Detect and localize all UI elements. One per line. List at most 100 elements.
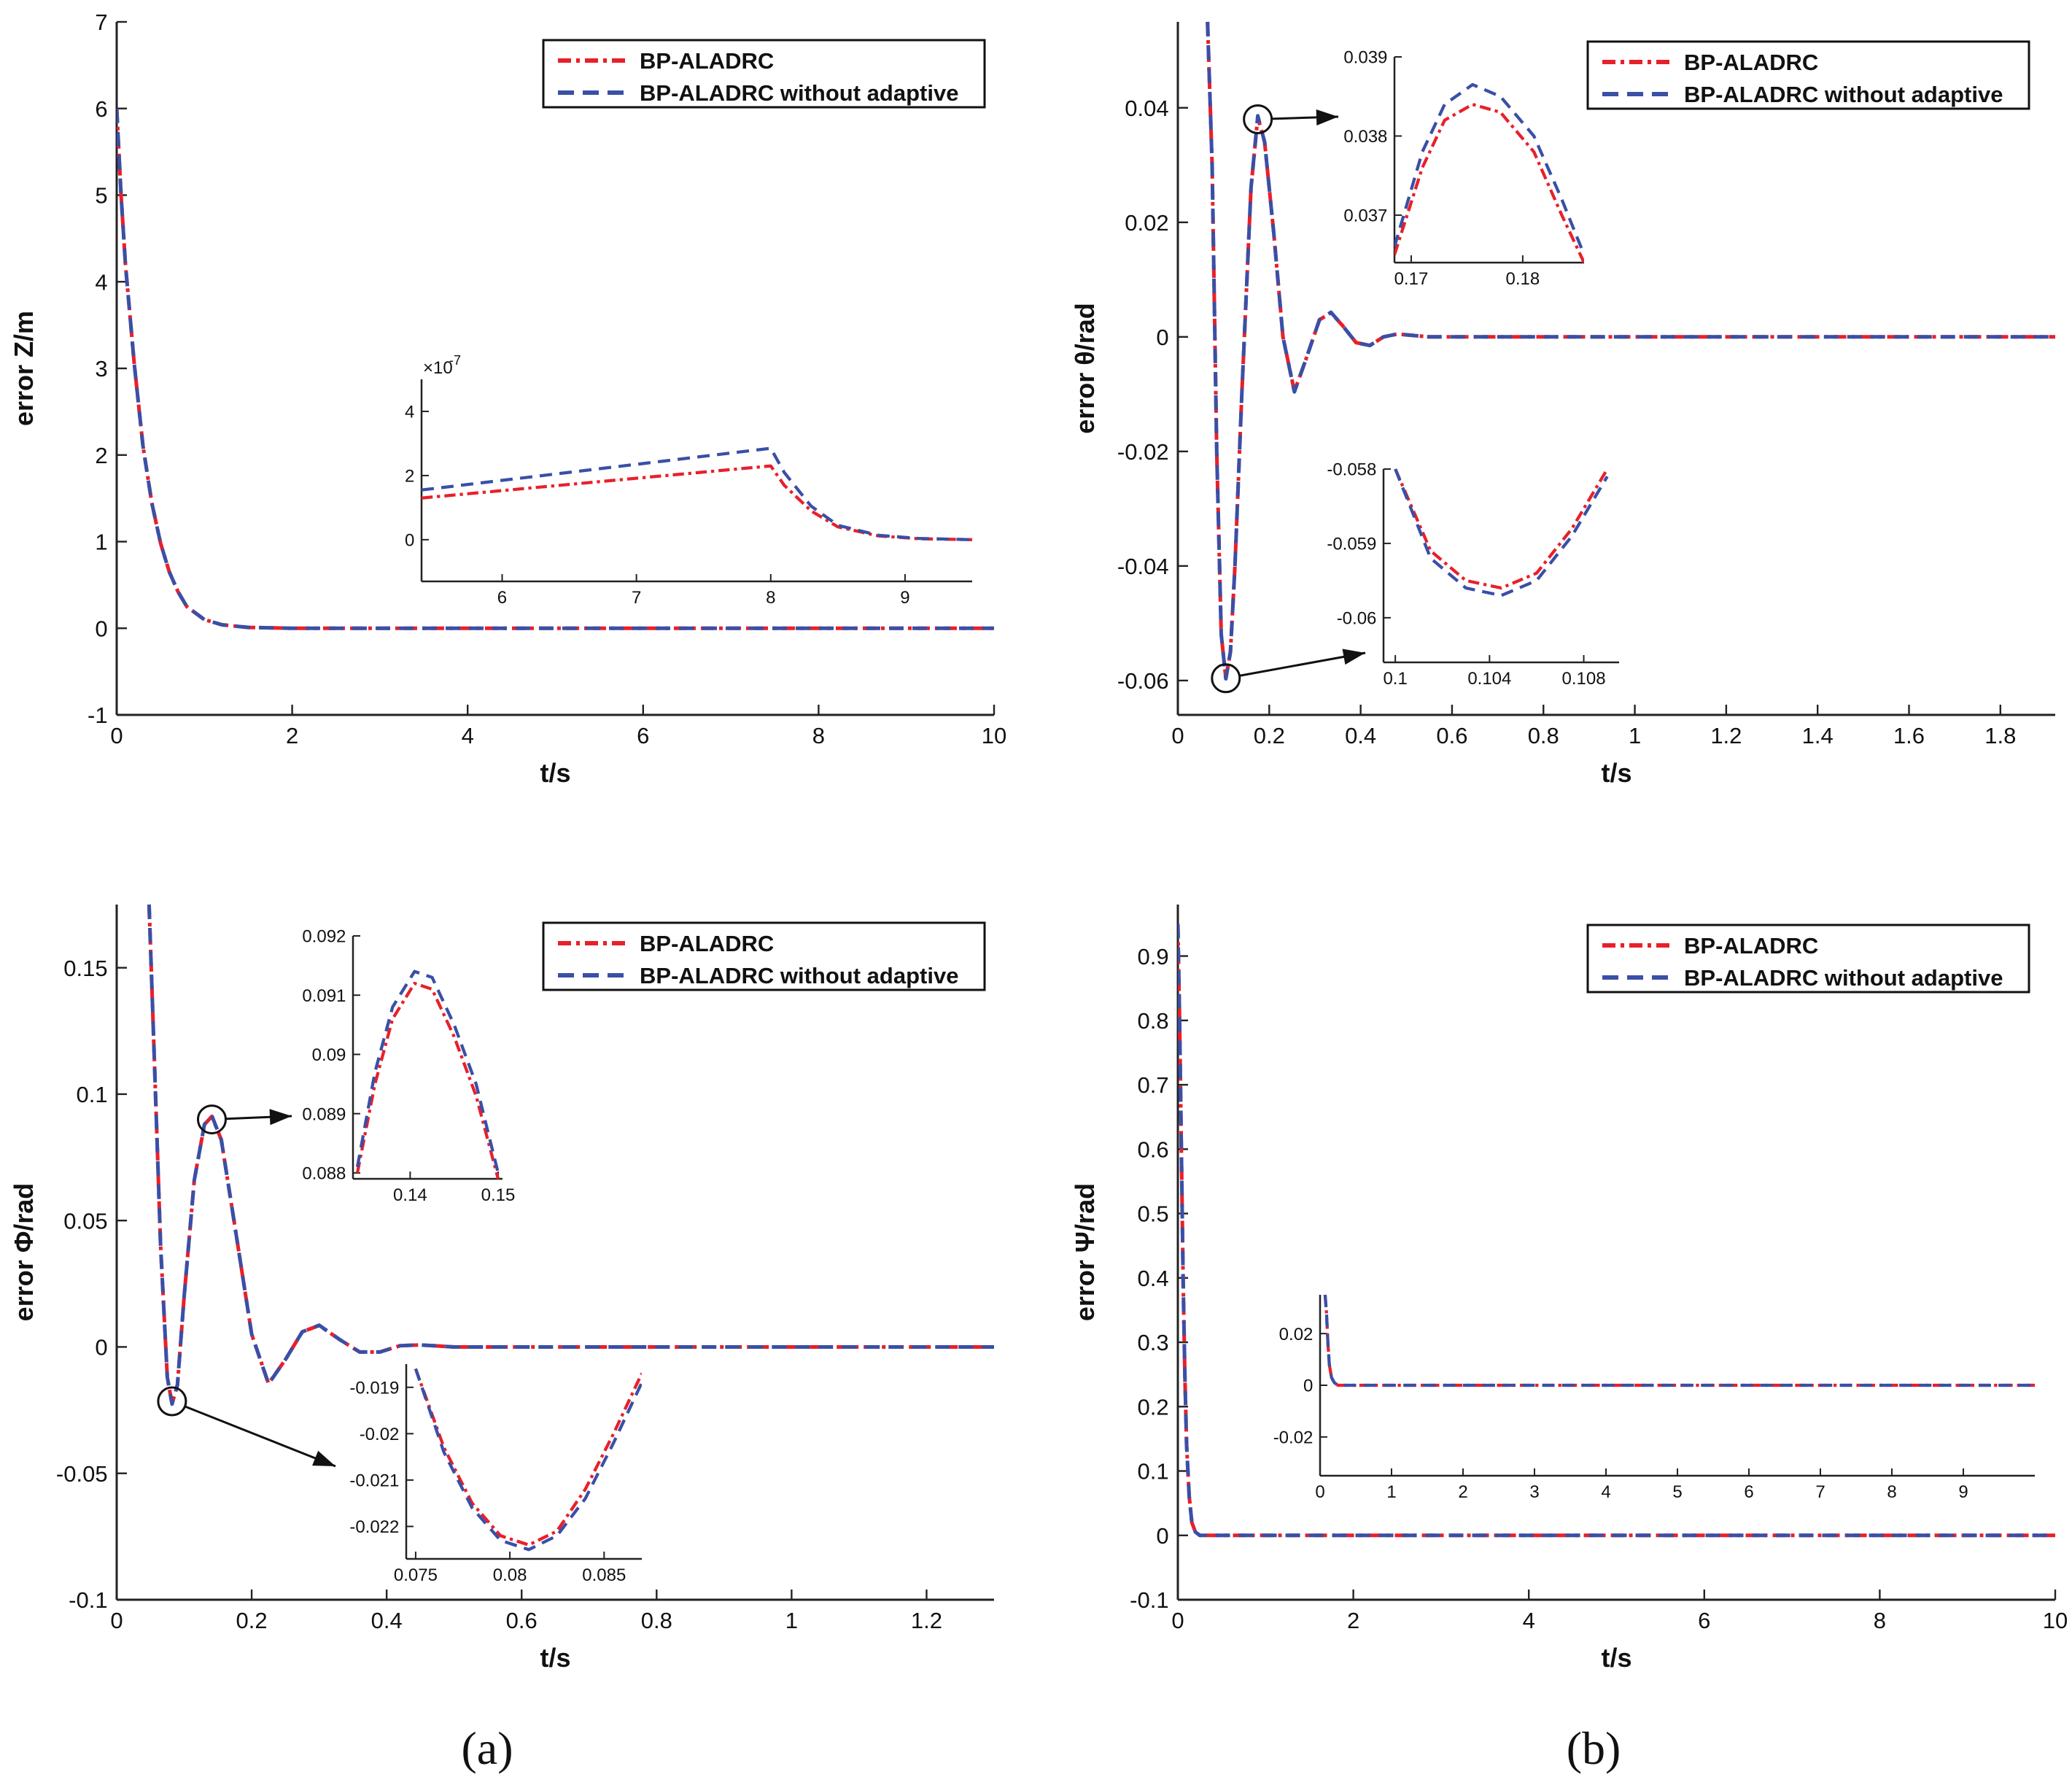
inset-x-tick-label: 4: [1601, 1482, 1610, 1502]
inset-theta-peak-y-tick-label: 0.038: [1343, 127, 1387, 147]
main-y-tick-label: 0.04: [1125, 96, 1168, 121]
main-x-tick-label: 0.2: [1254, 723, 1285, 748]
main-x-tick-label: 1.2: [911, 1608, 942, 1633]
main-x-tick-label: 0.8: [1528, 723, 1559, 748]
main-x-tick-label: 0.6: [1436, 723, 1467, 748]
inset-theta-trough-x-tick-label: 0.104: [1467, 669, 1511, 689]
main-y-tick-label: -0.02: [1117, 439, 1169, 465]
inset-phi-peak-x-tick-label: 0.14: [393, 1185, 427, 1205]
main-y-tick-label: -0.1: [69, 1587, 107, 1613]
main-y-tick-label: 0.9: [1137, 944, 1168, 969]
main-y-tick-label: -1: [88, 702, 108, 728]
main-x-tick-label: 4: [1523, 1608, 1535, 1633]
main-y-tick-label: -0.1: [1130, 1587, 1168, 1613]
main-x-tick-label: 2: [1347, 1608, 1359, 1633]
main-x-tick-label: 1: [785, 1608, 798, 1633]
inset-theta-trough-y-tick-label: -0.059: [1327, 535, 1376, 554]
inset-theta-peak-series-bp-aladrc: [1394, 102, 1584, 263]
y-axis-label: error Φ/rad: [9, 1183, 39, 1322]
zoom-marker-peak: [196, 1104, 227, 1135]
main-y-tick-label: 3: [95, 356, 107, 382]
main-y-tick-label: 0.2: [1137, 1394, 1168, 1420]
legend-label: BP-ALADRC without adaptive: [1684, 965, 2003, 991]
chart-phi: 0 0.2 0.4 0.6 0.8 1 1.2 -0.1 -0.05 0 0.05 0.1 0.15 t/…: [9, 904, 994, 1673]
main-y-tick-label: 0.4: [1137, 1266, 1168, 1291]
inset-y-tick-label: 2: [405, 467, 414, 487]
inset-x-tick-label: 1: [1386, 1482, 1396, 1502]
main-y-tick-label: -0.04: [1117, 554, 1169, 579]
inset-phi-trough-x-tick-label: 0.075: [394, 1565, 438, 1585]
inset-phi-trough-background: [406, 1364, 642, 1559]
inset-x-tick-label: 3: [1529, 1482, 1539, 1502]
main-x-tick-label: 4: [462, 723, 474, 748]
main-x-tick-label: 0: [1171, 1608, 1184, 1633]
main-series-without-adaptive: [117, 108, 994, 630]
main-x-tick-label: 2: [286, 723, 298, 748]
main-y-tick-label: 2: [95, 443, 107, 468]
inset-x-tick-label: 6: [1744, 1482, 1753, 1502]
main-y-tick-label: 6: [95, 96, 107, 122]
inset-y-tick-label: 0: [1303, 1377, 1313, 1396]
inset-background: [422, 379, 972, 581]
inset-phi-trough-y-tick-label: -0.02: [360, 1425, 400, 1444]
legend-box: [1586, 924, 2030, 994]
main-x-tick-label: 1.8: [1984, 723, 2016, 748]
zoom-trough-arrow-head: [1342, 649, 1365, 665]
inset-x-tick-label: 7: [632, 588, 641, 608]
main-series-without-adaptive: [1178, 924, 2055, 1538]
x-axis-label: t/s: [1601, 758, 1631, 788]
main-y-tick-label: 4: [95, 269, 107, 295]
inset-phi-peak-series-bp-aladrc: [355, 981, 500, 1180]
y-axis-label: error Z/m: [9, 311, 39, 426]
inset-phi-trough-series-without-adaptive: [414, 1368, 642, 1552]
legend-box: [1586, 40, 2030, 110]
inset-exponent-power: -7: [449, 353, 461, 368]
inset-theta-peak-y-tick-label: 0.037: [1343, 206, 1387, 226]
inset-exponent-label: ×10: [423, 358, 453, 378]
inset-theta-peak-background: [1394, 57, 1584, 263]
inset-theta-trough-y-tick-label: -0.058: [1327, 460, 1376, 480]
legend-label: BP-ALADRC without adaptive: [640, 80, 958, 106]
main-x-tick-label: 0.4: [371, 1608, 403, 1633]
inset-theta-peak-y-tick-label: 0.039: [1343, 48, 1387, 68]
inset-theta-trough-background: [1384, 469, 1619, 662]
main-x-tick-label: 0: [110, 1608, 123, 1633]
main-y-tick-label: 0.1: [76, 1082, 107, 1107]
x-axis-label: t/s: [540, 758, 570, 788]
legend-label: BP-ALADRC without adaptive: [640, 963, 958, 988]
main-x-tick-label: 0.2: [236, 1608, 268, 1633]
inset-phi-trough-x-tick-label: 0.08: [493, 1565, 527, 1585]
main-y-tick-label: 0: [1156, 325, 1168, 350]
inset-y-tick-label: 0: [405, 530, 414, 550]
inset-series-without-adaptive: [1323, 1294, 2035, 1387]
chart-psi: 0 2 4 6 8 10-0.100.10.20.30.40.50.60.70.80.9t…: [1070, 905, 2068, 1673]
main-x-tick-label: 6: [1698, 1608, 1710, 1633]
main-x-tick-label: 8: [1874, 1608, 1886, 1633]
inset-x-tick-label: 6: [497, 588, 507, 608]
main-y-tick-label: 5: [95, 183, 107, 209]
main-y-tick-label: 1: [95, 530, 107, 555]
main-y-tick-label: 0.02: [1125, 210, 1168, 236]
zoom-marker-trough: [157, 1386, 187, 1417]
zoom-marker-trough: [1211, 663, 1241, 694]
inset-theta-trough-series-bp-aladrc: [1394, 468, 1609, 590]
y-axis-label: error Ψ/rad: [1070, 1183, 1100, 1321]
x-axis-label: t/s: [540, 1643, 570, 1673]
main-y-tick-label: 0: [1156, 1523, 1168, 1549]
inset-series-without-adaptive: [422, 446, 972, 541]
inset-x-tick-label: 0: [1315, 1482, 1324, 1502]
main-y-tick-label: -0.06: [1117, 668, 1169, 694]
inset-phi-peak-y-tick-label: 0.09: [312, 1045, 346, 1065]
inset-phi-peak-y-tick-label: 0.092: [302, 927, 346, 947]
main-x-tick-label: 0: [1171, 723, 1184, 748]
inset-theta-trough-y-tick-label: -0.06: [1337, 608, 1377, 628]
main-x-tick-label: 0.6: [506, 1608, 538, 1633]
inset-phi-trough-y-tick-label: -0.022: [349, 1517, 399, 1537]
main-y-tick-label: 0.8: [1137, 1008, 1168, 1034]
inset-phi-peak-y-tick-label: 0.088: [302, 1164, 346, 1184]
inset-x-tick-label: 5: [1672, 1482, 1682, 1502]
legend-box: [542, 921, 986, 991]
inset-phi-peak-y-tick-label: 0.089: [302, 1104, 346, 1124]
